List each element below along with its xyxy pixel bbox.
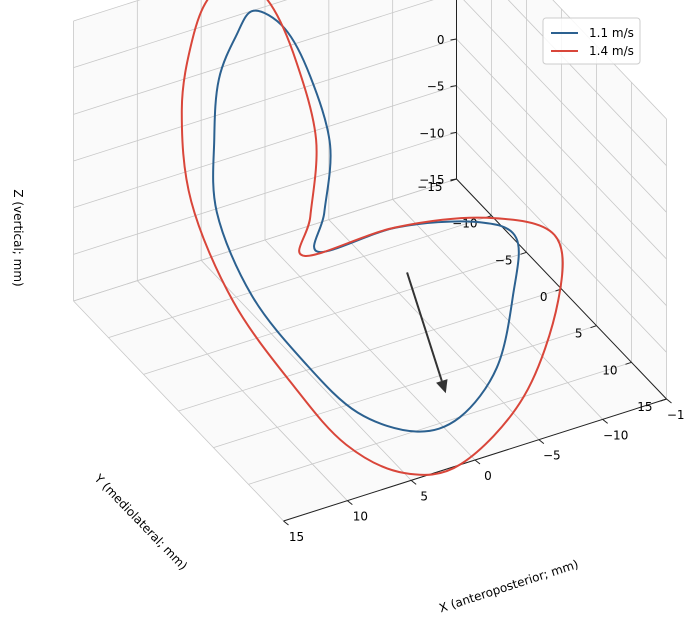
y-tick-mark	[625, 361, 632, 365]
gridline-floor-x	[73, 300, 284, 522]
axis-panes	[73, 0, 667, 521]
x-tick-mark	[602, 418, 608, 424]
series-curve-1	[180, 0, 564, 476]
y-tick-label: −10	[452, 217, 477, 231]
z-tick-label: −5	[427, 80, 445, 94]
legend-frame	[542, 17, 641, 65]
legend-label-1-1: 1.1 m/s	[589, 26, 634, 40]
y-tick-label: −5	[495, 253, 513, 267]
y-tick-mark	[590, 325, 597, 329]
x-tick-mark	[283, 520, 289, 526]
legend: 1.1 m/s 1.4 m/s	[542, 17, 641, 65]
x-tick-label: −5	[543, 449, 561, 463]
z-axis-label: Z (vertical; mm)	[11, 189, 25, 286]
z-tick-mark	[450, 85, 457, 88]
x-tick-label: 15	[289, 530, 304, 544]
x-tick-mark	[474, 459, 481, 465]
series-curve-0	[212, 9, 520, 433]
x-tick-mark	[347, 500, 353, 506]
direction-arrow-head	[436, 379, 448, 394]
gridline-wall-y-horizontal	[73, 0, 288, 69]
y-tick-mark	[520, 251, 527, 255]
x-tick-mark	[538, 439, 545, 445]
x-tick-label: 10	[353, 510, 368, 524]
y-tick-label: 5	[575, 327, 583, 341]
gridline-wall-y-horizontal	[73, 0, 141, 22]
z-tick-label: −15	[419, 173, 444, 187]
z-tick-label: −10	[419, 126, 444, 140]
y-tick-label: 10	[602, 363, 617, 377]
z-tick-mark	[450, 178, 457, 181]
x-tick-label: −15	[667, 408, 685, 422]
direction-arrow-shaft	[406, 272, 443, 382]
x-tick-mark	[666, 398, 672, 404]
z-tick-label: 0	[437, 33, 445, 47]
y-tick-mark	[660, 398, 667, 402]
trajectory-curves	[180, 0, 564, 476]
y-axis-label: Y (mediolateral; mm)	[91, 471, 190, 573]
y-tick-label: −15	[417, 180, 442, 194]
tick-labels: −15−15−15−10−10−10−5−5−50005551010101515…	[283, 0, 685, 544]
x-tick-label: 0	[484, 469, 492, 483]
y-tick-label: 0	[540, 290, 548, 304]
gridline-wall-x-horizontal	[552, 0, 667, 120]
x-tick-label: −10	[603, 428, 628, 442]
x-tick-label: 5	[420, 489, 428, 503]
y-tick-label: 15	[637, 400, 652, 414]
x-tick-mark	[410, 479, 417, 485]
z-tick-mark	[450, 131, 457, 134]
gridline-floor-y	[248, 361, 632, 485]
direction-arrow-layer	[406, 272, 448, 394]
z-tick-mark	[450, 38, 457, 41]
x-axis-label: X (anteroposterior; mm)	[437, 557, 580, 615]
legend-label-1-4: 1.4 m/s	[589, 44, 634, 58]
